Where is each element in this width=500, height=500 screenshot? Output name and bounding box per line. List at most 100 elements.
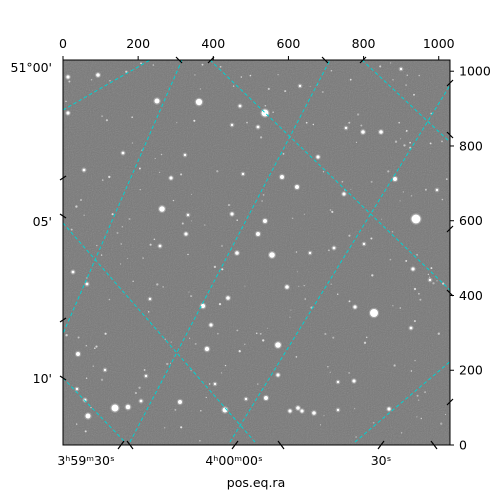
faint-star (227, 203, 231, 207)
faint-star (295, 251, 298, 253)
faint-star (221, 268, 224, 271)
faint-star (441, 140, 443, 143)
world-tick-mark (231, 440, 239, 450)
faint-star (213, 265, 217, 269)
faint-star (400, 432, 403, 434)
faint-star (390, 62, 392, 64)
dec-tick-label: 05' (33, 214, 52, 229)
faint-star (418, 74, 420, 77)
star (276, 373, 280, 377)
faint-star (77, 336, 80, 339)
faint-star (190, 220, 192, 222)
world-tick-mark (446, 79, 454, 87)
faint-star (249, 74, 252, 77)
faint-star (190, 295, 193, 298)
star (178, 400, 182, 404)
right-tick-label: 400 (459, 288, 483, 303)
top-tick-label: 800 (352, 36, 376, 51)
star (148, 297, 152, 301)
faint-star (86, 277, 88, 279)
right-tick-label: 1000 (459, 64, 491, 79)
faint-star (416, 253, 419, 256)
faint-star (94, 347, 96, 349)
star (409, 326, 413, 330)
right-tick-label: 600 (459, 213, 483, 228)
faint-star (180, 173, 183, 176)
faint-star (312, 123, 315, 126)
faint-star (108, 298, 111, 301)
star (379, 130, 383, 134)
world-tick-mark (446, 225, 454, 233)
faint-star (296, 271, 298, 273)
star (66, 111, 70, 115)
faint-star (92, 365, 95, 367)
faint-star (303, 284, 305, 287)
grid-line (354, 361, 450, 443)
faint-star (100, 378, 104, 381)
star (411, 267, 415, 271)
faint-star (389, 258, 392, 261)
star (256, 232, 260, 236)
grid-line (229, 84, 450, 443)
faint-star (236, 329, 239, 332)
world-tick-mark (321, 56, 329, 64)
star (300, 409, 304, 413)
faint-star (109, 80, 111, 82)
right-tick-label: 800 (459, 138, 483, 153)
star (263, 219, 267, 223)
faint-star (304, 298, 306, 300)
faint-star (147, 311, 150, 313)
faint-star (416, 394, 419, 397)
faint-star (327, 366, 329, 368)
faint-star (289, 316, 291, 318)
star (296, 406, 300, 410)
world-tick-mark (59, 175, 67, 181)
faint-star (152, 64, 155, 66)
star (361, 130, 365, 134)
faint-star (416, 416, 418, 418)
grid-line (63, 377, 126, 443)
faint-star (427, 273, 429, 276)
faint-star (330, 69, 333, 72)
faint-star (101, 115, 103, 118)
star (264, 396, 268, 400)
top-pixel-axis: 0 200 400 600 800 1000 (59, 36, 455, 60)
faint-star (303, 213, 306, 215)
star (393, 177, 397, 181)
faint-star (181, 222, 184, 225)
faint-star (246, 121, 248, 124)
faint-star (420, 417, 423, 420)
sky-noise (63, 60, 450, 445)
grid-line (63, 222, 256, 443)
faint-star (194, 342, 197, 345)
faint-star (440, 422, 443, 425)
faint-star (330, 283, 332, 285)
star (103, 368, 107, 372)
star (285, 285, 289, 289)
star (428, 278, 432, 282)
faint-star (437, 332, 440, 335)
faint-star (187, 253, 189, 256)
faint-star (142, 257, 144, 259)
star (238, 104, 242, 108)
star (387, 407, 391, 411)
star (353, 305, 357, 309)
grid-line (63, 60, 151, 111)
faint-star (218, 302, 222, 306)
star (96, 73, 100, 77)
faint-star (356, 113, 360, 116)
star (204, 346, 210, 352)
star (336, 380, 340, 384)
star (121, 151, 125, 155)
world-tick-mark (430, 440, 438, 450)
faint-star (381, 218, 383, 220)
faint-star (394, 140, 398, 143)
faint-star (85, 377, 88, 380)
star (316, 155, 320, 159)
star (183, 153, 187, 157)
faint-star (298, 285, 300, 287)
faint-star (188, 291, 190, 293)
faint-star (170, 362, 172, 364)
faint-star (131, 116, 134, 119)
faint-star (116, 231, 119, 235)
